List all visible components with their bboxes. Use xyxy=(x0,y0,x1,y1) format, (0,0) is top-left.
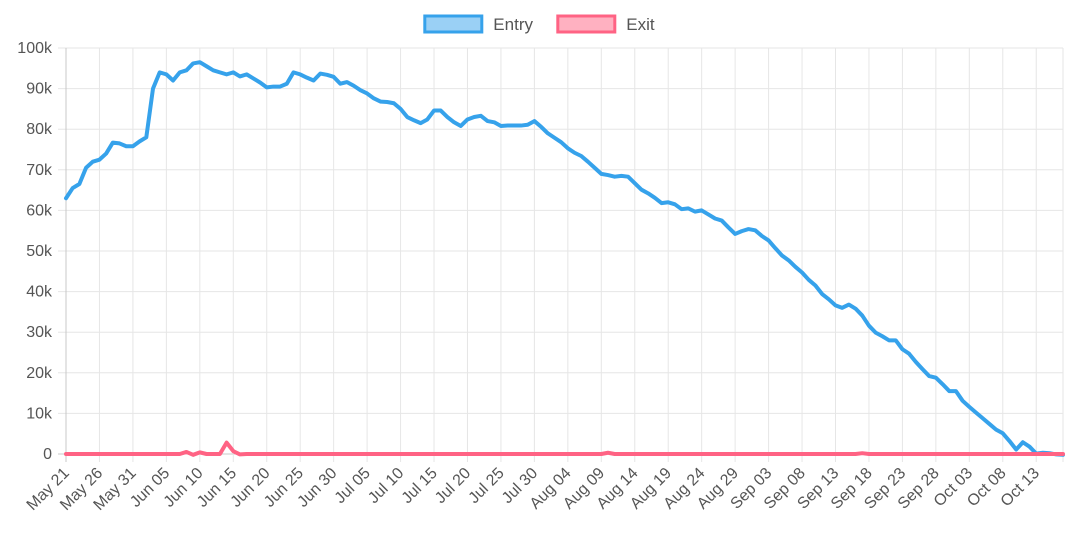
y-tick-label: 0 xyxy=(43,446,52,463)
legend-label: Entry xyxy=(493,15,533,34)
x-tick-label: Jul 20 xyxy=(432,465,474,507)
legend-swatch xyxy=(556,14,617,34)
y-tick-label: 10k xyxy=(26,405,53,422)
legend-item-entry[interactable]: Entry xyxy=(423,14,534,34)
y-tick-label: 90k xyxy=(26,81,53,98)
series-lines xyxy=(64,60,1065,457)
y-tick-label: 40k xyxy=(26,284,53,301)
y-axis: 0 10k 20k 30k 40k 50k 60k 70k 80k 90k 100k xyxy=(17,40,53,463)
y-tick-label: 100k xyxy=(17,40,53,57)
x-tick-label: Jul 10 xyxy=(365,465,407,507)
legend-item-exit[interactable]: Exit xyxy=(556,14,655,34)
y-tick-label: 70k xyxy=(26,162,53,179)
grid-lines xyxy=(58,47,1064,462)
y-tick-label: 30k xyxy=(26,324,53,341)
x-tick-label: Jul 15 xyxy=(399,465,441,507)
x-tick-label: Oct 13 xyxy=(998,465,1043,510)
x-tick-label: Jul 25 xyxy=(466,465,508,507)
y-tick-label: 50k xyxy=(26,243,53,260)
legend-label: Exit xyxy=(626,15,655,34)
x-tick-label: Jul 05 xyxy=(332,465,374,507)
y-tick-label: 60k xyxy=(26,202,53,219)
series-line-exit xyxy=(64,440,1065,457)
series-line-entry xyxy=(64,60,1065,457)
legend[interactable]: Entry Exit xyxy=(423,14,655,34)
y-tick-label: 20k xyxy=(26,365,53,382)
legend-swatch xyxy=(423,14,484,34)
y-tick-label: 80k xyxy=(26,121,53,138)
